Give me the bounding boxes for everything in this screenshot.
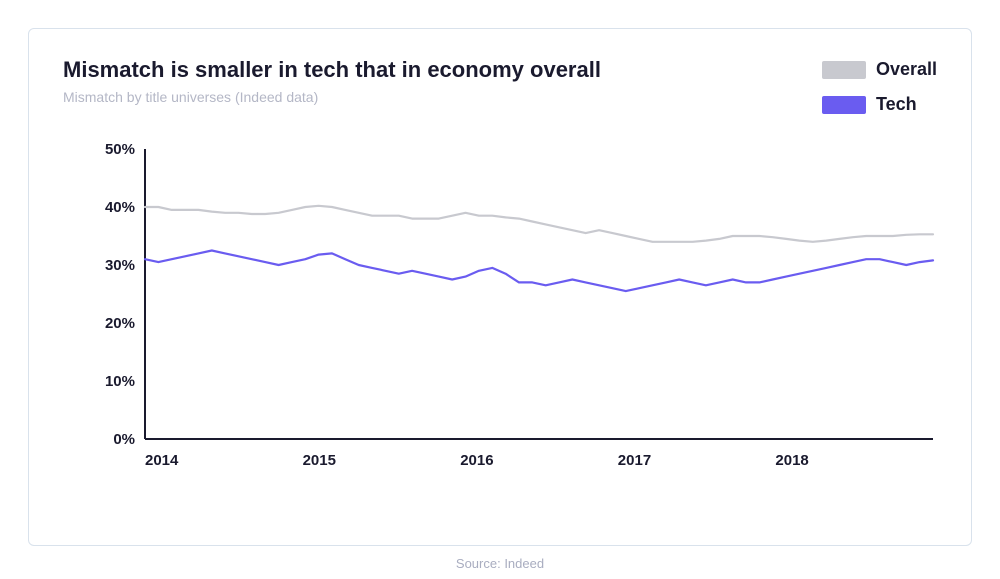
- svg-text:2014: 2014: [145, 452, 179, 469]
- header-row: Mismatch is smaller in tech that in econ…: [63, 57, 937, 115]
- page: Mismatch is smaller in tech that in econ…: [0, 0, 1000, 579]
- legend-label-tech: Tech: [876, 94, 917, 115]
- svg-text:30%: 30%: [105, 257, 135, 274]
- chart-subtitle: Mismatch by title universes (Indeed data…: [63, 89, 822, 105]
- legend-item-overall: Overall: [822, 59, 937, 80]
- svg-text:2015: 2015: [303, 452, 336, 469]
- svg-text:20%: 20%: [105, 315, 135, 332]
- svg-text:50%: 50%: [105, 141, 135, 158]
- svg-text:2017: 2017: [618, 452, 651, 469]
- titles: Mismatch is smaller in tech that in econ…: [63, 57, 822, 105]
- legend: Overall Tech: [822, 59, 937, 115]
- legend-swatch-tech: [822, 96, 866, 114]
- source-label: Source: Indeed: [28, 556, 972, 571]
- svg-text:2016: 2016: [460, 452, 493, 469]
- svg-text:0%: 0%: [113, 431, 135, 448]
- svg-text:2018: 2018: [775, 452, 808, 469]
- legend-swatch-overall: [822, 61, 866, 79]
- svg-text:40%: 40%: [105, 199, 135, 216]
- chart-title: Mismatch is smaller in tech that in econ…: [63, 57, 822, 83]
- plot-area: 0% 10% 20% 30% 40% 50% 2014 2015 2016 2017 2018: [83, 139, 937, 525]
- line-chart-svg: 0% 10% 20% 30% 40% 50% 2014 2015 2016 2017 2018: [83, 139, 943, 489]
- chart-card: Mismatch is smaller in tech that in econ…: [28, 28, 972, 546]
- svg-text:10%: 10%: [105, 373, 135, 390]
- legend-item-tech: Tech: [822, 94, 937, 115]
- legend-label-overall: Overall: [876, 59, 937, 80]
